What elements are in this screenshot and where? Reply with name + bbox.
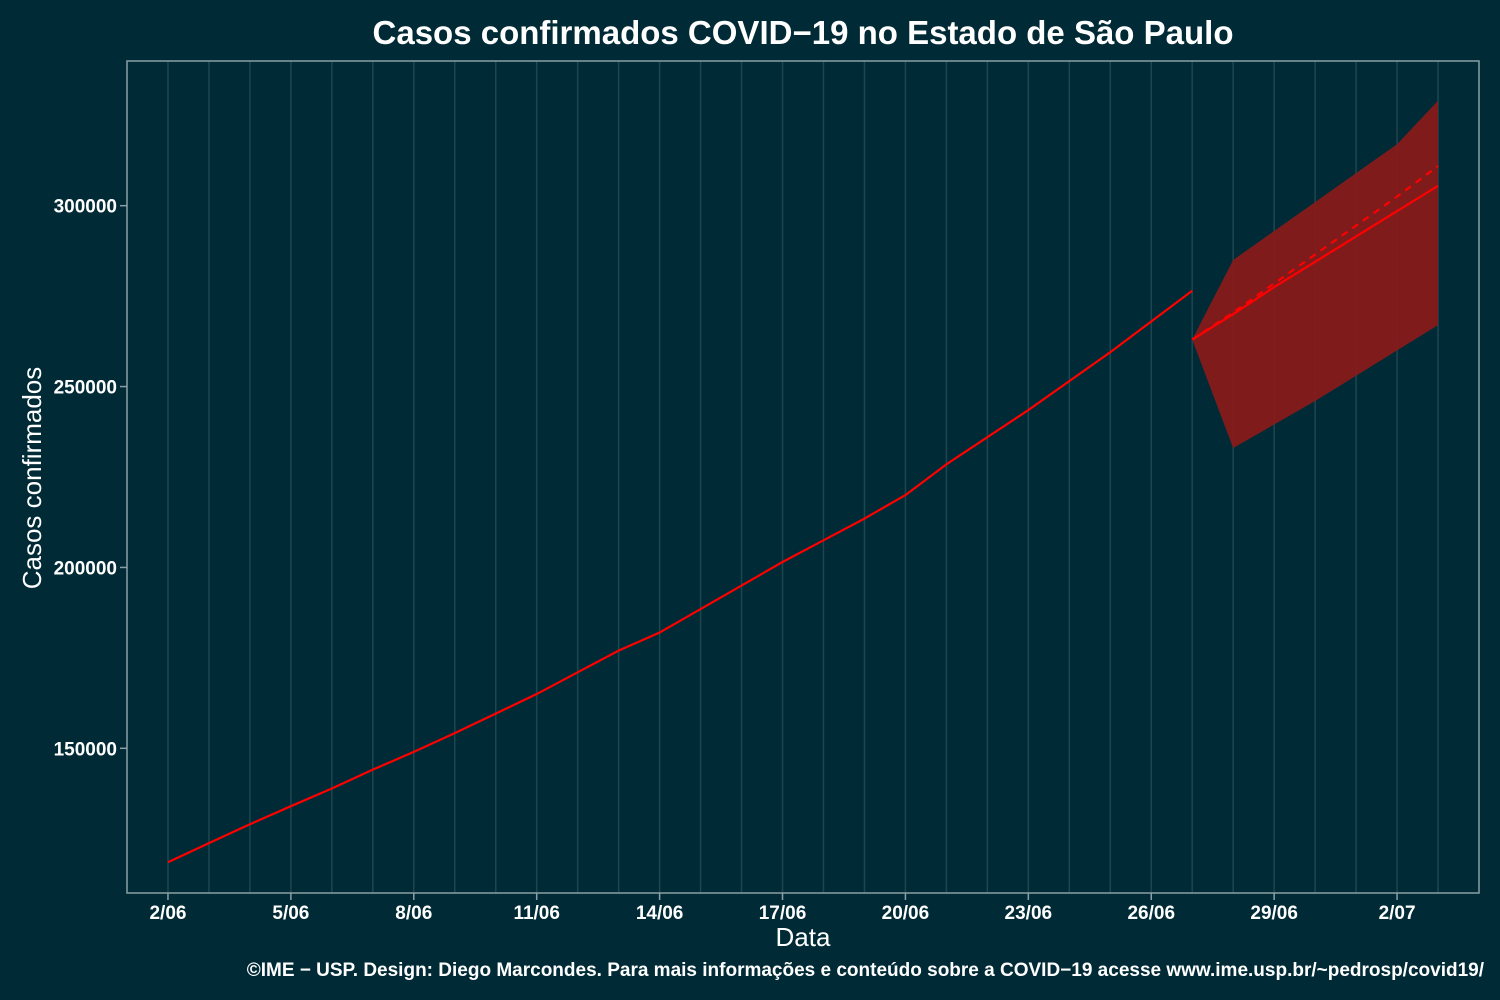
x-tick-label: 5/06 <box>272 903 309 924</box>
x-tick-label: 26/06 <box>1127 903 1175 924</box>
x-tick-label: 8/06 <box>395 903 432 924</box>
plot-frame <box>126 60 1480 894</box>
x-tick-label: 14/06 <box>636 903 684 924</box>
y-tick-label: 250000 <box>54 378 117 399</box>
series-line <box>167 289 1193 864</box>
x-axis-ticks: 2/06 5/06 8/06 11/06 14/06 17/06 20/06 23/06 26/… <box>149 893 1416 924</box>
x-tick-label: 23/06 <box>1005 903 1053 924</box>
chart-title: Casos confirmados COVID−19 no Estado de … <box>373 14 1234 51</box>
x-tick-label: 20/06 <box>882 903 930 924</box>
series-line <box>1191 184 1439 341</box>
confidence-band <box>1192 100 1439 449</box>
series-lines <box>167 165 1439 864</box>
x-tick-label: 29/06 <box>1250 903 1298 924</box>
x-tick-label: 2/07 <box>1379 903 1416 924</box>
x-tick-label: 17/06 <box>759 903 807 924</box>
forecast-dashed-line <box>1191 165 1439 341</box>
caption-credits: ©IME − USP. Design: Diego Marcondes. Par… <box>247 960 1485 981</box>
y-axis-title: Casos confirmados <box>17 367 47 590</box>
y-tick-label: 200000 <box>54 558 117 579</box>
prediction-band <box>1192 100 1439 449</box>
x-axis-title: Data <box>776 922 831 952</box>
y-tick-label: 300000 <box>54 197 117 218</box>
x-tick-label: 2/06 <box>149 903 186 924</box>
grid-lines <box>167 61 1439 893</box>
x-tick-label: 11/06 <box>513 903 560 924</box>
y-tick-label: 150000 <box>54 739 117 760</box>
y-axis-ticks: 150000 200000 250000 300000 <box>54 197 127 760</box>
